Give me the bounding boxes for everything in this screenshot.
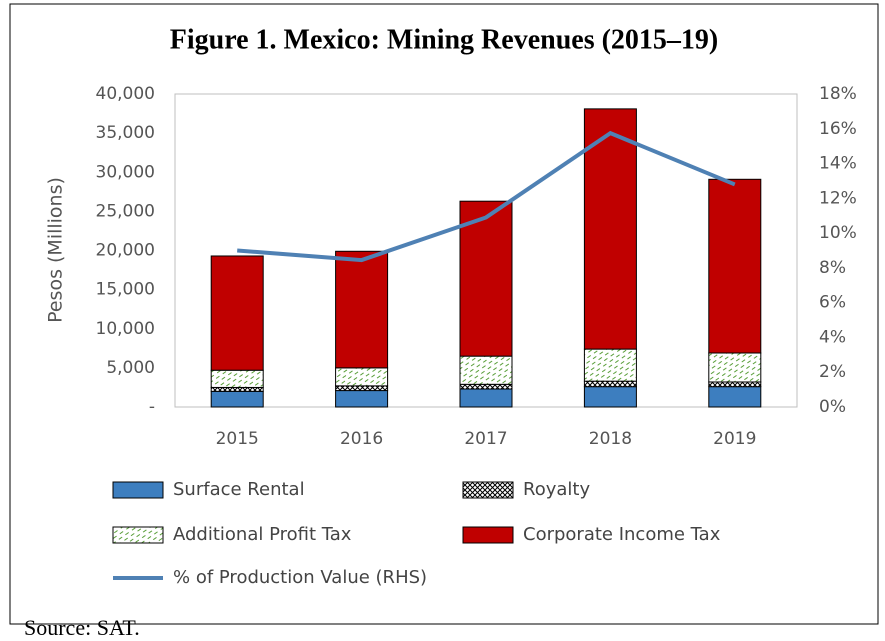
y-tick-label: - <box>149 397 155 417</box>
x-tick-label: 2016 <box>340 429 383 449</box>
y-tick-label: 10,000 <box>96 319 155 339</box>
legend-swatch <box>112 481 164 499</box>
y2-tick-label: 18% <box>819 84 857 104</box>
y2-tick-label: 6% <box>819 293 846 313</box>
bar-segment <box>459 200 513 357</box>
chart-title: Figure 1. Mexico: Mining Revenues (2015–… <box>170 24 719 55</box>
bar-segment <box>583 380 637 388</box>
legend-label: % of Production Value (RHS) <box>173 567 427 588</box>
bar-segment <box>583 108 637 350</box>
y-tick-label: 5,000 <box>106 358 155 378</box>
x-tick-label: 2018 <box>589 429 632 449</box>
bar-segment <box>335 367 389 387</box>
bar-segment <box>210 386 264 392</box>
bar-segment <box>459 388 513 408</box>
bar-segment <box>708 386 762 408</box>
y2-tick-label: 16% <box>819 119 857 139</box>
frame <box>9 3 879 625</box>
y2-tick-label: 10% <box>819 223 857 243</box>
y-tick-label: 30,000 <box>96 162 155 182</box>
legend-swatch <box>462 526 514 544</box>
y2-tick-label: 12% <box>819 188 857 208</box>
bar-segment <box>210 390 264 408</box>
bar-segment <box>459 355 513 385</box>
y-axis-label: Pesos (Millions) <box>45 177 67 323</box>
x-tick-label: 2017 <box>464 429 507 449</box>
y-tick-label: 40,000 <box>96 84 155 104</box>
legend-label: Corporate Income Tax <box>523 524 721 545</box>
bar-segment <box>335 250 389 369</box>
bar-segment <box>708 178 762 354</box>
bar-segment <box>708 352 762 383</box>
bar-segment <box>583 348 637 382</box>
source: Source: SAT. <box>24 615 140 640</box>
y-tick-label: 20,000 <box>96 241 155 261</box>
bar-segment <box>583 386 637 408</box>
x-tick-label: 2019 <box>713 429 756 449</box>
y-tick-label: 35,000 <box>96 123 155 143</box>
y2-tick-label: 0% <box>819 397 846 417</box>
line-series <box>237 130 736 263</box>
legend-label: Surface Rental <box>173 479 305 500</box>
y-tick-label: 15,000 <box>96 280 155 300</box>
bar-segment <box>708 381 762 388</box>
legend-swatch <box>112 526 164 544</box>
bar-segment <box>335 390 389 408</box>
legend-label: Additional Profit Tax <box>173 524 352 545</box>
y-tick-label: 25,000 <box>96 201 155 221</box>
x-tick-label: 2015 <box>216 429 259 449</box>
bar-segment <box>335 385 389 392</box>
bar-segment <box>210 369 264 388</box>
y2-tick-label: 4% <box>819 327 846 347</box>
y2-tick-label: 2% <box>819 362 846 382</box>
legend-label: Royalty <box>523 479 590 500</box>
y2-tick-label: 8% <box>819 258 846 278</box>
y2-tick-label: 14% <box>819 154 857 174</box>
bar-segment <box>459 383 513 390</box>
bar-segment <box>210 255 264 371</box>
legend-swatch <box>462 481 514 499</box>
